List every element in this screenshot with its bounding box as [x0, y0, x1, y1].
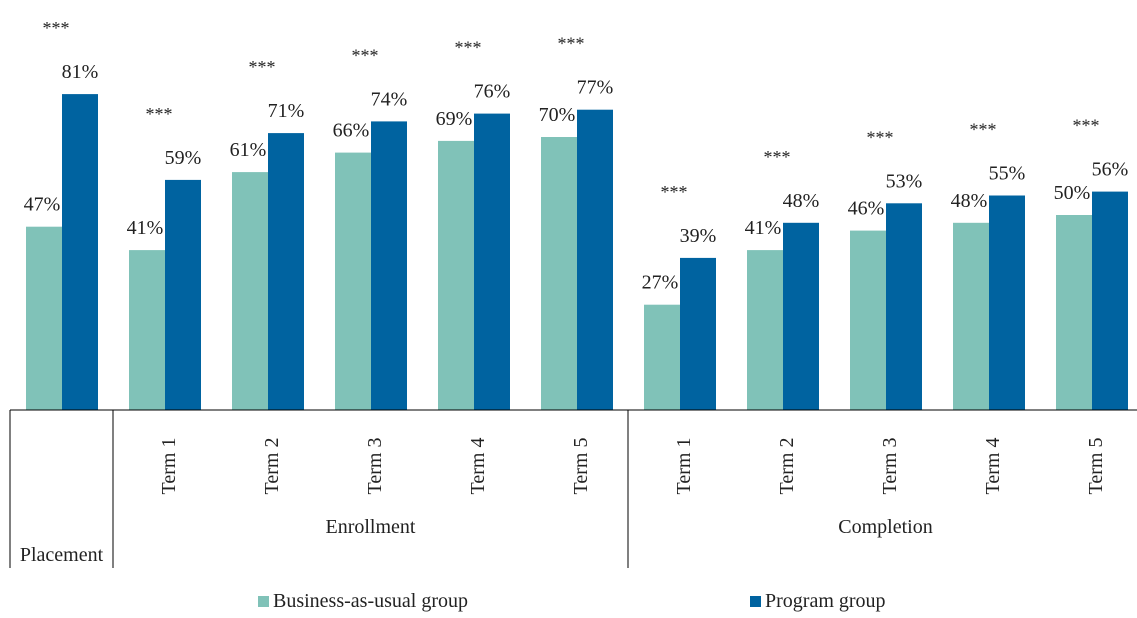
data-label-program: 53% [886, 170, 923, 192]
legend-label-program: Program group [765, 590, 886, 612]
bar-business [747, 250, 783, 410]
significance-marker: *** [352, 45, 379, 65]
bar-program [577, 109, 613, 410]
bar-program [62, 94, 98, 410]
tick-label: Term 2 [776, 438, 798, 495]
data-label-program: 77% [577, 77, 614, 99]
tick-label: Term 4 [467, 438, 489, 495]
group-label: Completion [838, 516, 932, 538]
bar-business [644, 304, 680, 410]
bar-program [268, 133, 304, 410]
bar-business [1056, 215, 1092, 410]
data-label-program: 39% [680, 225, 717, 247]
bar-program [680, 257, 716, 410]
data-label-program: 74% [371, 88, 408, 110]
data-label-program: 76% [474, 81, 511, 103]
data-label-business: 50% [1054, 182, 1091, 204]
significance-marker: *** [249, 57, 276, 77]
bar-program [989, 195, 1025, 410]
data-label-program: 48% [783, 190, 820, 212]
bar-program [886, 203, 922, 410]
significance-marker: *** [661, 182, 688, 202]
significance-marker: *** [558, 34, 585, 54]
data-label-business: 69% [436, 108, 473, 130]
data-label-program: 59% [165, 147, 202, 169]
data-label-program: 81% [62, 61, 99, 83]
data-label-business: 66% [333, 120, 370, 142]
legend-swatch-business [258, 596, 269, 607]
data-label-business: 70% [539, 104, 576, 126]
bar-business [129, 250, 165, 410]
significance-marker: *** [867, 127, 894, 147]
legend-swatch-program [750, 596, 761, 607]
bar-business [541, 137, 577, 410]
tick-label: Term 3 [364, 438, 386, 495]
data-label-program: 71% [268, 100, 305, 122]
data-label-business: 41% [745, 217, 782, 239]
legend-item-program: Program group [750, 590, 886, 613]
tick-label: Term 4 [982, 438, 1004, 495]
bar-program [165, 179, 201, 410]
bar-business [438, 140, 474, 410]
bar-program [371, 121, 407, 411]
legend-item-business: Business-as-usual group [258, 590, 468, 613]
tick-label: Term 1 [673, 438, 695, 495]
significance-marker: *** [43, 18, 70, 38]
group-label: Enrollment [326, 516, 416, 538]
bar-business [850, 230, 886, 410]
data-label-business: 48% [951, 190, 988, 212]
group-label: Placement [20, 544, 104, 566]
tick-label: Term 2 [261, 438, 283, 495]
bar-business [26, 226, 62, 410]
data-label-business: 27% [642, 272, 679, 294]
bar-program [783, 222, 819, 410]
bar-program [1092, 191, 1128, 410]
bar-business [335, 152, 371, 410]
data-label-business: 46% [848, 198, 885, 220]
tick-label: Term 1 [158, 438, 180, 495]
significance-marker: *** [1073, 116, 1100, 136]
legend-label-business: Business-as-usual group [273, 590, 468, 612]
tick-label: Term 5 [570, 438, 592, 495]
data-label-business: 47% [24, 194, 61, 216]
bar-business [232, 172, 268, 410]
significance-marker: *** [146, 104, 173, 124]
significance-marker: *** [970, 120, 997, 140]
data-label-business: 61% [230, 139, 267, 161]
data-label-program: 55% [989, 163, 1026, 185]
data-label-program: 56% [1092, 159, 1129, 181]
tick-label: Term 5 [1085, 438, 1107, 495]
tick-label: Term 3 [879, 438, 901, 495]
significance-marker: *** [455, 38, 482, 58]
data-label-business: 41% [127, 217, 164, 239]
chart-svg: 47%81%***41%59%***61%71%***66%74%***69%7… [9, 18, 1137, 568]
bar-program [474, 113, 510, 410]
bar-business [953, 222, 989, 410]
significance-marker: *** [764, 147, 791, 167]
